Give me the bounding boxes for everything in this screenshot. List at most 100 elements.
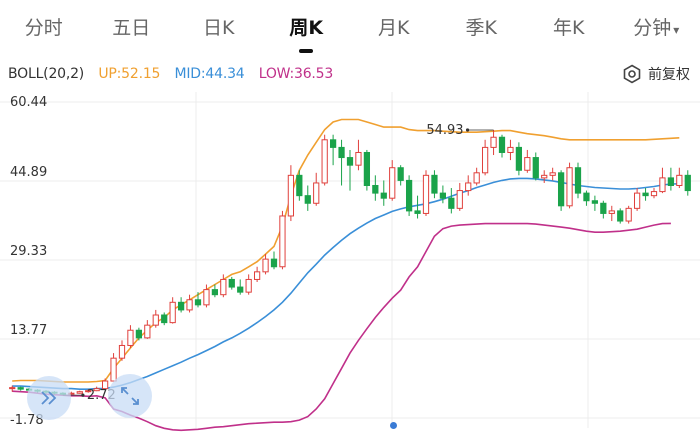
y-tick-label: 29.33 xyxy=(10,244,47,259)
candle-up xyxy=(549,172,556,176)
candle-up xyxy=(650,191,658,197)
tab-timeshare[interactable]: 分时 xyxy=(24,17,63,39)
candle-up xyxy=(287,174,295,217)
candle-up xyxy=(507,146,514,153)
candle-up xyxy=(9,387,16,390)
candle-down xyxy=(372,184,379,194)
candle-up xyxy=(313,182,320,204)
candle-up xyxy=(633,192,641,209)
chart-annotations: 54.932.72 xyxy=(62,123,494,403)
caret-down-icon: ▾ xyxy=(673,23,680,37)
candle-up xyxy=(524,157,531,171)
tab-daily-k[interactable]: 日K xyxy=(203,17,235,39)
boll-legend[interactable]: BOLL(20,2) UP:52.15 MID:44.34 LOW:36.53 xyxy=(8,66,343,82)
expand-panel-button[interactable] xyxy=(27,376,71,420)
candle-down xyxy=(380,192,387,199)
candle-up xyxy=(127,329,134,346)
tab-quarterly-k[interactable]: 季K xyxy=(465,17,497,39)
kline-chart[interactable]: 60.44 44.89 29.33 13.77 -1.78 54.932.72 xyxy=(0,90,700,432)
boll-up-line xyxy=(12,118,680,383)
candle-up xyxy=(473,172,480,184)
candle-down xyxy=(17,387,24,390)
candle-up xyxy=(481,146,489,174)
candle-up xyxy=(220,278,227,296)
candle-up xyxy=(186,299,193,311)
candle-down xyxy=(574,167,582,194)
candle-down xyxy=(515,146,523,171)
tab-five-day[interactable]: 五日 xyxy=(112,17,151,39)
candle-up xyxy=(85,390,92,393)
candle-up xyxy=(279,215,286,268)
candle-up xyxy=(245,278,252,293)
boll-low-value: LOW:36.53 xyxy=(258,66,334,82)
boll-up-value: UP:52.15 xyxy=(98,66,161,82)
y-tick-label: 13.77 xyxy=(10,323,47,338)
double-chevron-right-icon xyxy=(41,391,57,405)
tab-yearly-k[interactable]: 年K xyxy=(553,17,585,39)
candle-up xyxy=(203,289,210,306)
candle-up xyxy=(169,301,176,324)
chart-grid xyxy=(0,92,700,428)
candle-down xyxy=(346,157,354,166)
hexagon-gear-icon xyxy=(623,64,641,84)
candle-down xyxy=(600,202,607,214)
candle-up xyxy=(490,136,497,148)
candle-up xyxy=(676,174,683,186)
candle-down xyxy=(642,192,649,197)
candle-down xyxy=(397,167,404,181)
price-adjust-toggle[interactable]: 前复权 xyxy=(622,64,690,84)
candle-up xyxy=(608,210,615,214)
candle-up xyxy=(422,174,430,214)
candle-down xyxy=(557,172,565,207)
candle-up xyxy=(93,388,100,392)
candle-up xyxy=(465,182,472,192)
candle-up xyxy=(262,258,269,273)
candle-down xyxy=(304,195,311,204)
y-tick-label: 44.89 xyxy=(10,165,47,180)
candle-down xyxy=(667,177,675,186)
candle-down xyxy=(237,286,244,293)
candle-down xyxy=(448,197,455,209)
tab-monthly-k[interactable]: 月K xyxy=(378,17,410,39)
candle-down xyxy=(135,329,143,339)
candle-down xyxy=(591,200,599,204)
candle-down xyxy=(177,301,185,311)
candle-up xyxy=(152,314,159,326)
candle-down xyxy=(532,157,539,179)
candle-down xyxy=(363,151,371,186)
price-adjust-label: 前复权 xyxy=(648,67,690,83)
candle-up xyxy=(144,324,151,339)
candle-down xyxy=(684,174,691,192)
boll-mid-line xyxy=(12,177,680,391)
candle-up xyxy=(566,167,573,207)
tab-minute-label: 分钟 xyxy=(633,17,672,39)
candle-down xyxy=(194,299,202,306)
expand-arrows-icon xyxy=(121,387,139,405)
tab-minute[interactable]: 分钟 ▾ xyxy=(613,0,700,56)
candle-down xyxy=(211,289,219,296)
candle-up xyxy=(389,167,396,199)
candle-down xyxy=(338,146,345,159)
candle-down xyxy=(498,136,506,153)
candle-down xyxy=(228,278,235,288)
candle-up xyxy=(101,380,109,390)
candle-down xyxy=(405,179,413,212)
low-marker-dot xyxy=(81,393,85,397)
fullscreen-button[interactable] xyxy=(108,374,152,418)
y-axis-labels: 60.44 44.89 29.33 13.77 -1.78 xyxy=(10,95,47,428)
high-marker-label: 54.93 xyxy=(426,123,463,138)
candle-down xyxy=(617,210,624,222)
candle-down xyxy=(431,174,438,194)
indicator-bar: BOLL(20,2) UP:52.15 MID:44.34 LOW:36.53 … xyxy=(0,60,700,90)
tab-weekly-k[interactable]: 周K xyxy=(263,0,351,56)
candle-up xyxy=(118,344,126,359)
candle-up xyxy=(456,190,463,209)
boll-mid-value: MID:44.34 xyxy=(174,66,245,82)
candle-up xyxy=(625,207,632,222)
y-tick-label: -1.78 xyxy=(10,413,44,428)
candle-down xyxy=(583,192,590,202)
candle-up xyxy=(355,151,362,166)
candle-up xyxy=(541,174,548,179)
candle-down xyxy=(329,139,337,148)
candle-up xyxy=(253,271,261,280)
